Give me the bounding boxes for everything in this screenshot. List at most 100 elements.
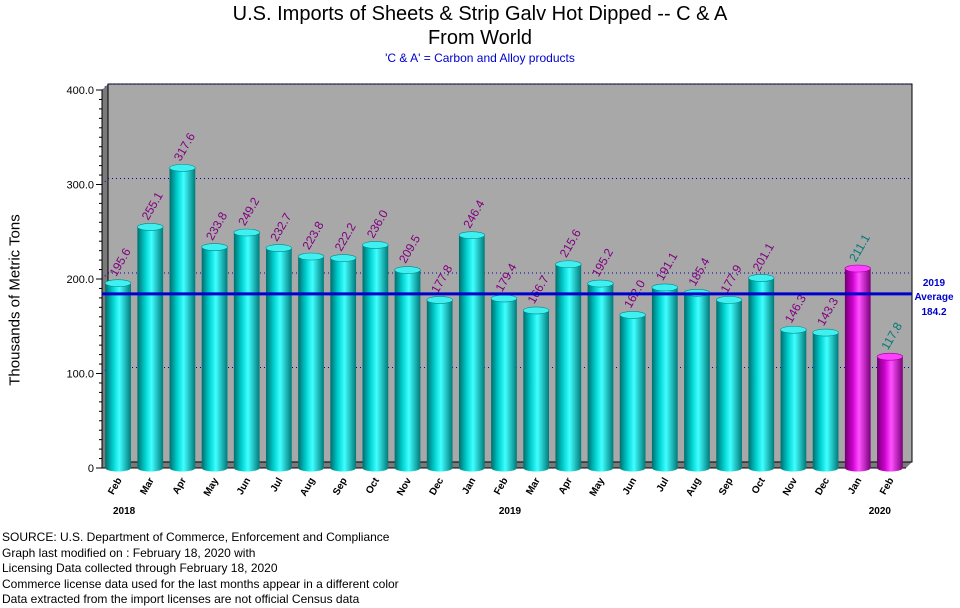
x-tick-label: Jun bbox=[235, 476, 253, 497]
bar-body bbox=[169, 167, 196, 472]
bar-body bbox=[877, 356, 903, 472]
bar-body bbox=[426, 299, 453, 472]
x-tick-label: Nov bbox=[395, 476, 414, 498]
bar bbox=[490, 294, 518, 472]
y-tick-label: 100.0 bbox=[66, 369, 94, 381]
bar bbox=[812, 328, 839, 472]
bar-top bbox=[233, 228, 260, 237]
bar-top bbox=[748, 274, 775, 282]
footer-line: Commerce license data used for the last … bbox=[2, 576, 399, 591]
bar-body bbox=[651, 287, 678, 472]
bar bbox=[876, 352, 904, 472]
bar bbox=[587, 279, 614, 472]
bar-body bbox=[266, 248, 292, 472]
grid-line bbox=[101, 272, 109, 280]
bar-body bbox=[201, 247, 228, 472]
bar-body bbox=[362, 244, 389, 472]
chart-subtitle: 'C & A' = Carbon and Alloy products bbox=[385, 51, 575, 65]
grid-line bbox=[101, 367, 109, 374]
bar bbox=[619, 311, 646, 472]
x-tick-label: Feb bbox=[878, 476, 896, 497]
x-year-label: 2018 bbox=[113, 506, 136, 517]
bar-top bbox=[490, 294, 518, 303]
bar bbox=[201, 243, 228, 472]
bar-body bbox=[684, 292, 710, 472]
y-tick-label: 300.0 bbox=[66, 180, 94, 192]
x-year-label: 2019 bbox=[499, 506, 522, 517]
bar-body bbox=[491, 298, 517, 472]
bar-body bbox=[105, 283, 131, 472]
bar-top bbox=[844, 264, 871, 273]
bar bbox=[297, 252, 325, 472]
bar bbox=[683, 288, 711, 472]
x-tick-label: Sep bbox=[331, 476, 350, 497]
y-tick-label: 400.0 bbox=[66, 85, 94, 97]
bar bbox=[394, 266, 421, 472]
x-tick-label: Dec bbox=[428, 476, 447, 498]
bar bbox=[137, 223, 164, 472]
footer-line: SOURCE: U.S. Department of Commerce, Enf… bbox=[2, 530, 390, 544]
grid-line bbox=[101, 83, 109, 91]
bar-top bbox=[522, 306, 550, 315]
bar-body bbox=[587, 283, 614, 472]
bar-top bbox=[812, 328, 839, 337]
bar-top bbox=[104, 279, 132, 287]
bar-body bbox=[330, 258, 357, 472]
x-tick-label: Jan bbox=[460, 476, 478, 496]
bar-top bbox=[362, 241, 389, 249]
bar-body bbox=[716, 299, 742, 472]
bar-body bbox=[844, 268, 871, 472]
bar bbox=[844, 264, 871, 472]
bar-top bbox=[169, 164, 196, 172]
bar-top bbox=[426, 296, 453, 304]
bar bbox=[426, 296, 453, 472]
bar bbox=[265, 244, 293, 472]
bar-body bbox=[298, 256, 324, 472]
bar bbox=[104, 279, 132, 472]
footer-line: Graph last modified on : February 18, 20… bbox=[2, 545, 256, 560]
bar-top bbox=[715, 296, 743, 304]
x-tick-label: Apr bbox=[557, 476, 575, 497]
bar-top bbox=[458, 231, 486, 239]
x-tick-label: Oct bbox=[364, 475, 382, 496]
x-tick-label: May bbox=[202, 476, 221, 499]
x-tick-label: Nov bbox=[781, 476, 800, 498]
bar-body bbox=[619, 314, 646, 472]
x-tick-label: Jun bbox=[621, 476, 639, 497]
bar-top bbox=[394, 266, 421, 274]
bar-body bbox=[780, 329, 807, 472]
bar-top bbox=[297, 252, 325, 261]
bar-top bbox=[780, 325, 807, 334]
average-label-year: 2019 bbox=[923, 278, 946, 289]
x-tick-label: Aug bbox=[684, 476, 703, 498]
bar-top bbox=[137, 223, 164, 231]
bar bbox=[169, 164, 196, 472]
bar-body bbox=[523, 310, 550, 472]
bar-top bbox=[587, 279, 614, 288]
bar-body bbox=[233, 232, 260, 472]
chart-title: U.S. Imports of Sheets & Strip Galv Hot … bbox=[232, 3, 728, 25]
y-tick-label: 200.0 bbox=[66, 274, 94, 286]
bar-top bbox=[651, 283, 678, 292]
bar-body bbox=[812, 332, 839, 472]
x-tick-label: Apr bbox=[171, 476, 189, 497]
x-tick-label: May bbox=[588, 476, 607, 499]
x-tick-label: Feb bbox=[106, 476, 124, 497]
average-label: Average bbox=[914, 292, 954, 303]
x-tick-label: Jul bbox=[655, 476, 672, 494]
x-tick-label: Jan bbox=[846, 476, 864, 496]
bar-body bbox=[555, 264, 582, 472]
bar bbox=[555, 260, 582, 472]
x-tick-label: Oct bbox=[750, 475, 768, 496]
bar-top bbox=[265, 244, 293, 252]
x-year-label: 2020 bbox=[869, 506, 892, 517]
x-tick-label: Feb bbox=[492, 476, 510, 497]
bar bbox=[458, 231, 486, 472]
bar-top bbox=[555, 260, 582, 269]
chart-title-line2: From World bbox=[427, 27, 533, 49]
bar bbox=[715, 296, 743, 472]
bar-body bbox=[394, 270, 421, 472]
bar bbox=[362, 241, 389, 472]
bar-top bbox=[330, 254, 357, 262]
